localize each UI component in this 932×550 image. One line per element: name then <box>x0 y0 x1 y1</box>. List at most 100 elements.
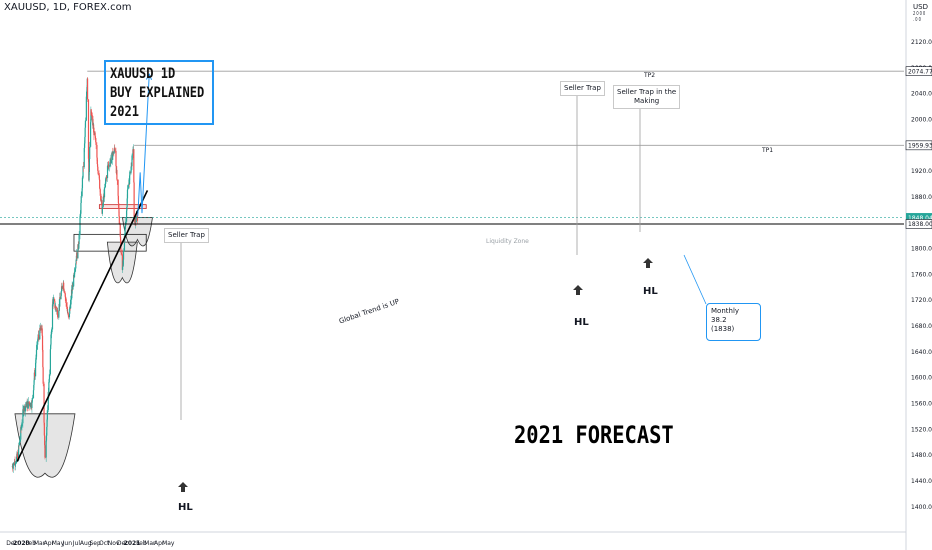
candle-body <box>60 295 62 300</box>
monthly-note: Monthly 38.2 (1838) <box>706 303 761 341</box>
candle-body <box>118 208 120 217</box>
x-tick-label: Sep <box>89 540 101 547</box>
tp1-price-tag: 1959.93 <box>908 143 932 150</box>
y-tick-label: 1480.00 <box>911 452 932 459</box>
candle-body <box>17 454 19 461</box>
candle-body <box>122 265 124 270</box>
resistance-zone-box <box>98 204 147 209</box>
candle-body <box>133 182 135 219</box>
tp1-label: TP1 <box>762 147 774 154</box>
candle-body <box>77 244 79 250</box>
candle-body <box>39 328 41 330</box>
candle-body <box>12 466 14 468</box>
candle-body <box>66 306 68 312</box>
y-tick-label: 1800.00 <box>911 246 932 253</box>
candle-body <box>113 147 116 151</box>
candle-body <box>99 189 101 196</box>
candle-body <box>84 120 87 128</box>
hl-up-arrow-3 <box>643 258 653 268</box>
candle-body <box>114 148 116 151</box>
candle-body <box>52 299 55 305</box>
candle-body <box>135 215 137 223</box>
candle-body <box>128 184 130 189</box>
candle-body <box>18 441 21 443</box>
candle-body <box>95 138 97 143</box>
candle-body <box>67 312 69 316</box>
candle-body <box>41 335 44 351</box>
hl-label-2: HL <box>574 317 589 328</box>
candle-body <box>47 391 49 411</box>
candle-body <box>116 179 118 180</box>
candle-body <box>97 166 99 172</box>
y-tick-label: 1600.00 <box>911 375 932 382</box>
trend-line <box>16 190 149 462</box>
candle-body <box>119 236 122 241</box>
candle-body <box>88 159 90 172</box>
y-tick-label: 2040.00 <box>911 91 932 98</box>
candle-body <box>78 244 80 249</box>
candle-body <box>83 143 86 148</box>
candle-body <box>44 457 46 458</box>
candle-body <box>59 297 61 307</box>
candle-body <box>126 189 129 199</box>
candle-body <box>97 171 99 174</box>
price-unit: USD 2 0 0 0 . 0 0 <box>913 3 932 23</box>
candle-body <box>130 166 132 173</box>
candle-body <box>35 349 38 357</box>
candle-body <box>57 316 59 318</box>
candle-body <box>90 109 92 116</box>
forecast-text: 2021 FORECAST <box>514 421 674 449</box>
candle-body <box>33 372 35 381</box>
candle-body <box>113 150 115 154</box>
x-tick-label: Aug <box>80 540 92 547</box>
candle-body <box>77 244 79 259</box>
title-line-1: XAUUSD 1D <box>110 66 176 82</box>
candle-body <box>44 445 46 458</box>
candle-body <box>118 216 120 224</box>
hl-up-arrow-2 <box>573 285 583 295</box>
candle-body <box>29 404 31 407</box>
x-tick-label: Mar <box>144 540 156 547</box>
candle-body <box>88 171 90 181</box>
candle-body <box>101 206 103 214</box>
y-tick-label: 2120.00 <box>911 39 932 46</box>
candle-body <box>79 213 81 217</box>
x-tick-label: 2020 <box>13 540 30 547</box>
x-tick-label: Feb <box>25 540 36 547</box>
liquidity-zone-label: Liquidity Zone <box>486 238 529 245</box>
x-tick-label: Feb <box>136 540 147 547</box>
candle-body <box>77 248 80 250</box>
candle-body <box>51 304 54 330</box>
candle-body <box>104 182 107 188</box>
candle-body <box>31 401 33 409</box>
candle-body <box>22 409 24 424</box>
candle-body <box>94 132 96 137</box>
candle-body <box>79 216 81 235</box>
candle-body <box>48 382 50 394</box>
candle-body <box>73 274 75 277</box>
candle-body <box>31 397 34 399</box>
candle-body <box>39 328 41 340</box>
candle-body <box>42 350 44 368</box>
seller-trap-3-line-1: Seller Trap in the <box>617 88 677 96</box>
candle-body <box>14 464 16 466</box>
candle-body <box>54 307 56 309</box>
x-tick-label: Jul <box>72 540 81 547</box>
candle-body <box>80 213 82 215</box>
candle-body <box>114 147 116 149</box>
candle-body <box>28 401 30 405</box>
candle-body <box>64 296 67 299</box>
candle-body <box>60 286 63 292</box>
candle-body <box>82 166 84 178</box>
candle-body <box>83 147 85 167</box>
candle-body <box>63 290 65 293</box>
candle-body <box>30 402 32 408</box>
candle-body <box>18 445 20 446</box>
candle-body <box>82 177 84 179</box>
candle-body <box>89 146 91 160</box>
candle-body <box>44 435 46 446</box>
candle-body <box>99 179 101 189</box>
candle-body <box>26 403 29 408</box>
